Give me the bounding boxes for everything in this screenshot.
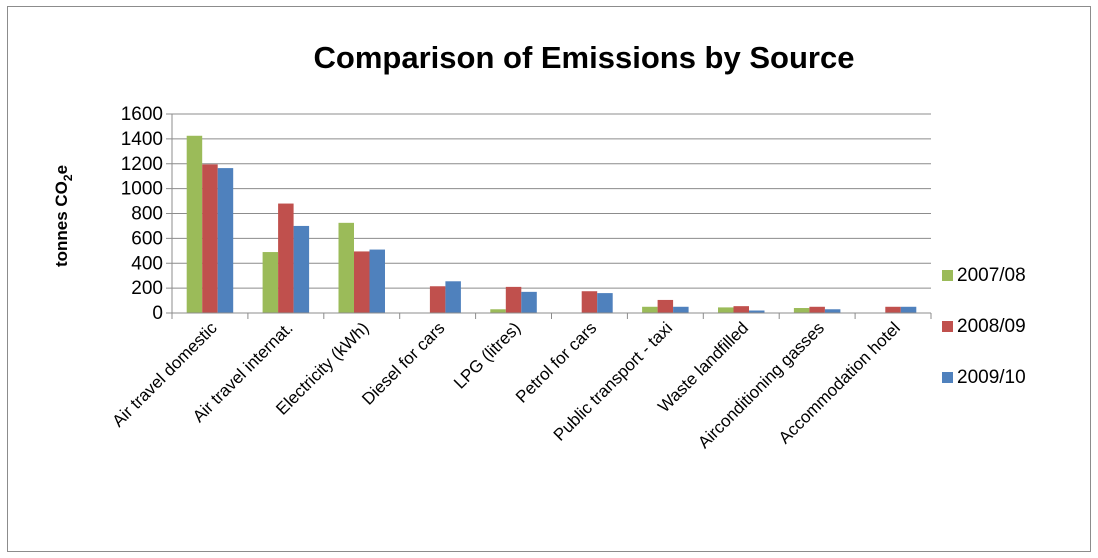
bar-2009-10 — [217, 168, 234, 313]
y-tick-label: 0 — [152, 303, 163, 324]
y-tick-label: 1200 — [121, 154, 163, 175]
y-tick-label: 1000 — [121, 179, 163, 200]
bar-2008-09 — [809, 306, 825, 313]
y-tick-label: 1600 — [121, 104, 163, 125]
chart-title: Comparison of Emissions by Source — [314, 40, 855, 75]
bar-2009-10 — [369, 249, 385, 313]
bar-2007-08 — [186, 135, 203, 313]
y-tick-label: 1400 — [121, 129, 163, 150]
legend-label: 2009/10 — [957, 367, 1026, 388]
y-tick-label: 800 — [131, 204, 163, 225]
y-axis-label-subscript: 2 — [61, 174, 75, 181]
bar-2007-08 — [262, 252, 279, 313]
bar-2007-08 — [642, 306, 658, 313]
bar-2009-10 — [749, 310, 765, 313]
bar-2008-09 — [733, 306, 749, 313]
bar-2009-10 — [824, 309, 841, 313]
bars — [186, 135, 917, 313]
bar-2008-09 — [657, 299, 674, 313]
bar-2008-09 — [505, 286, 522, 313]
y-axis-label: tonnes CO2e — [52, 165, 75, 267]
bar-2009-10 — [293, 225, 310, 313]
legend-swatch — [942, 372, 953, 383]
legend-label: 2008/09 — [957, 316, 1026, 337]
y-axis-label-tail: e — [52, 165, 71, 174]
y-tick-label: 600 — [131, 228, 163, 249]
legend-swatch — [942, 270, 953, 281]
x-category-label: LPG (litres) — [450, 318, 524, 392]
bar-2008-09 — [202, 164, 218, 313]
bar-2008-09 — [354, 251, 370, 313]
y-axis-label-main: tonnes CO — [52, 181, 71, 267]
legend-label: 2007/08 — [957, 265, 1026, 286]
bar-2008-09 — [278, 203, 294, 313]
bar-2008-09 — [429, 286, 446, 313]
bar-2009-10 — [445, 281, 461, 313]
bar-2007-08 — [793, 308, 810, 313]
bar-2007-08 — [338, 222, 354, 313]
y-tick-label: 200 — [131, 278, 163, 299]
legend-swatch — [942, 321, 953, 332]
bar-2009-10 — [900, 306, 917, 313]
bar-2009-10 — [521, 291, 537, 313]
bar-2008-09 — [581, 291, 598, 313]
x-category-label: Airconditioning gasses — [694, 318, 828, 452]
y-tick-labels: 0 200 400 600 800 1000 1200 1400 1600 — [121, 104, 163, 324]
bar-2007-08 — [718, 307, 734, 313]
axes — [171, 114, 932, 319]
bar-2009-10 — [673, 306, 689, 313]
bar-2009-10 — [597, 293, 613, 313]
legend: 2007/08 2008/09 2009/10 — [942, 265, 1026, 388]
y-tick-label: 400 — [131, 253, 163, 274]
bar-2008-09 — [885, 306, 901, 313]
bar-2007-08 — [490, 309, 506, 313]
